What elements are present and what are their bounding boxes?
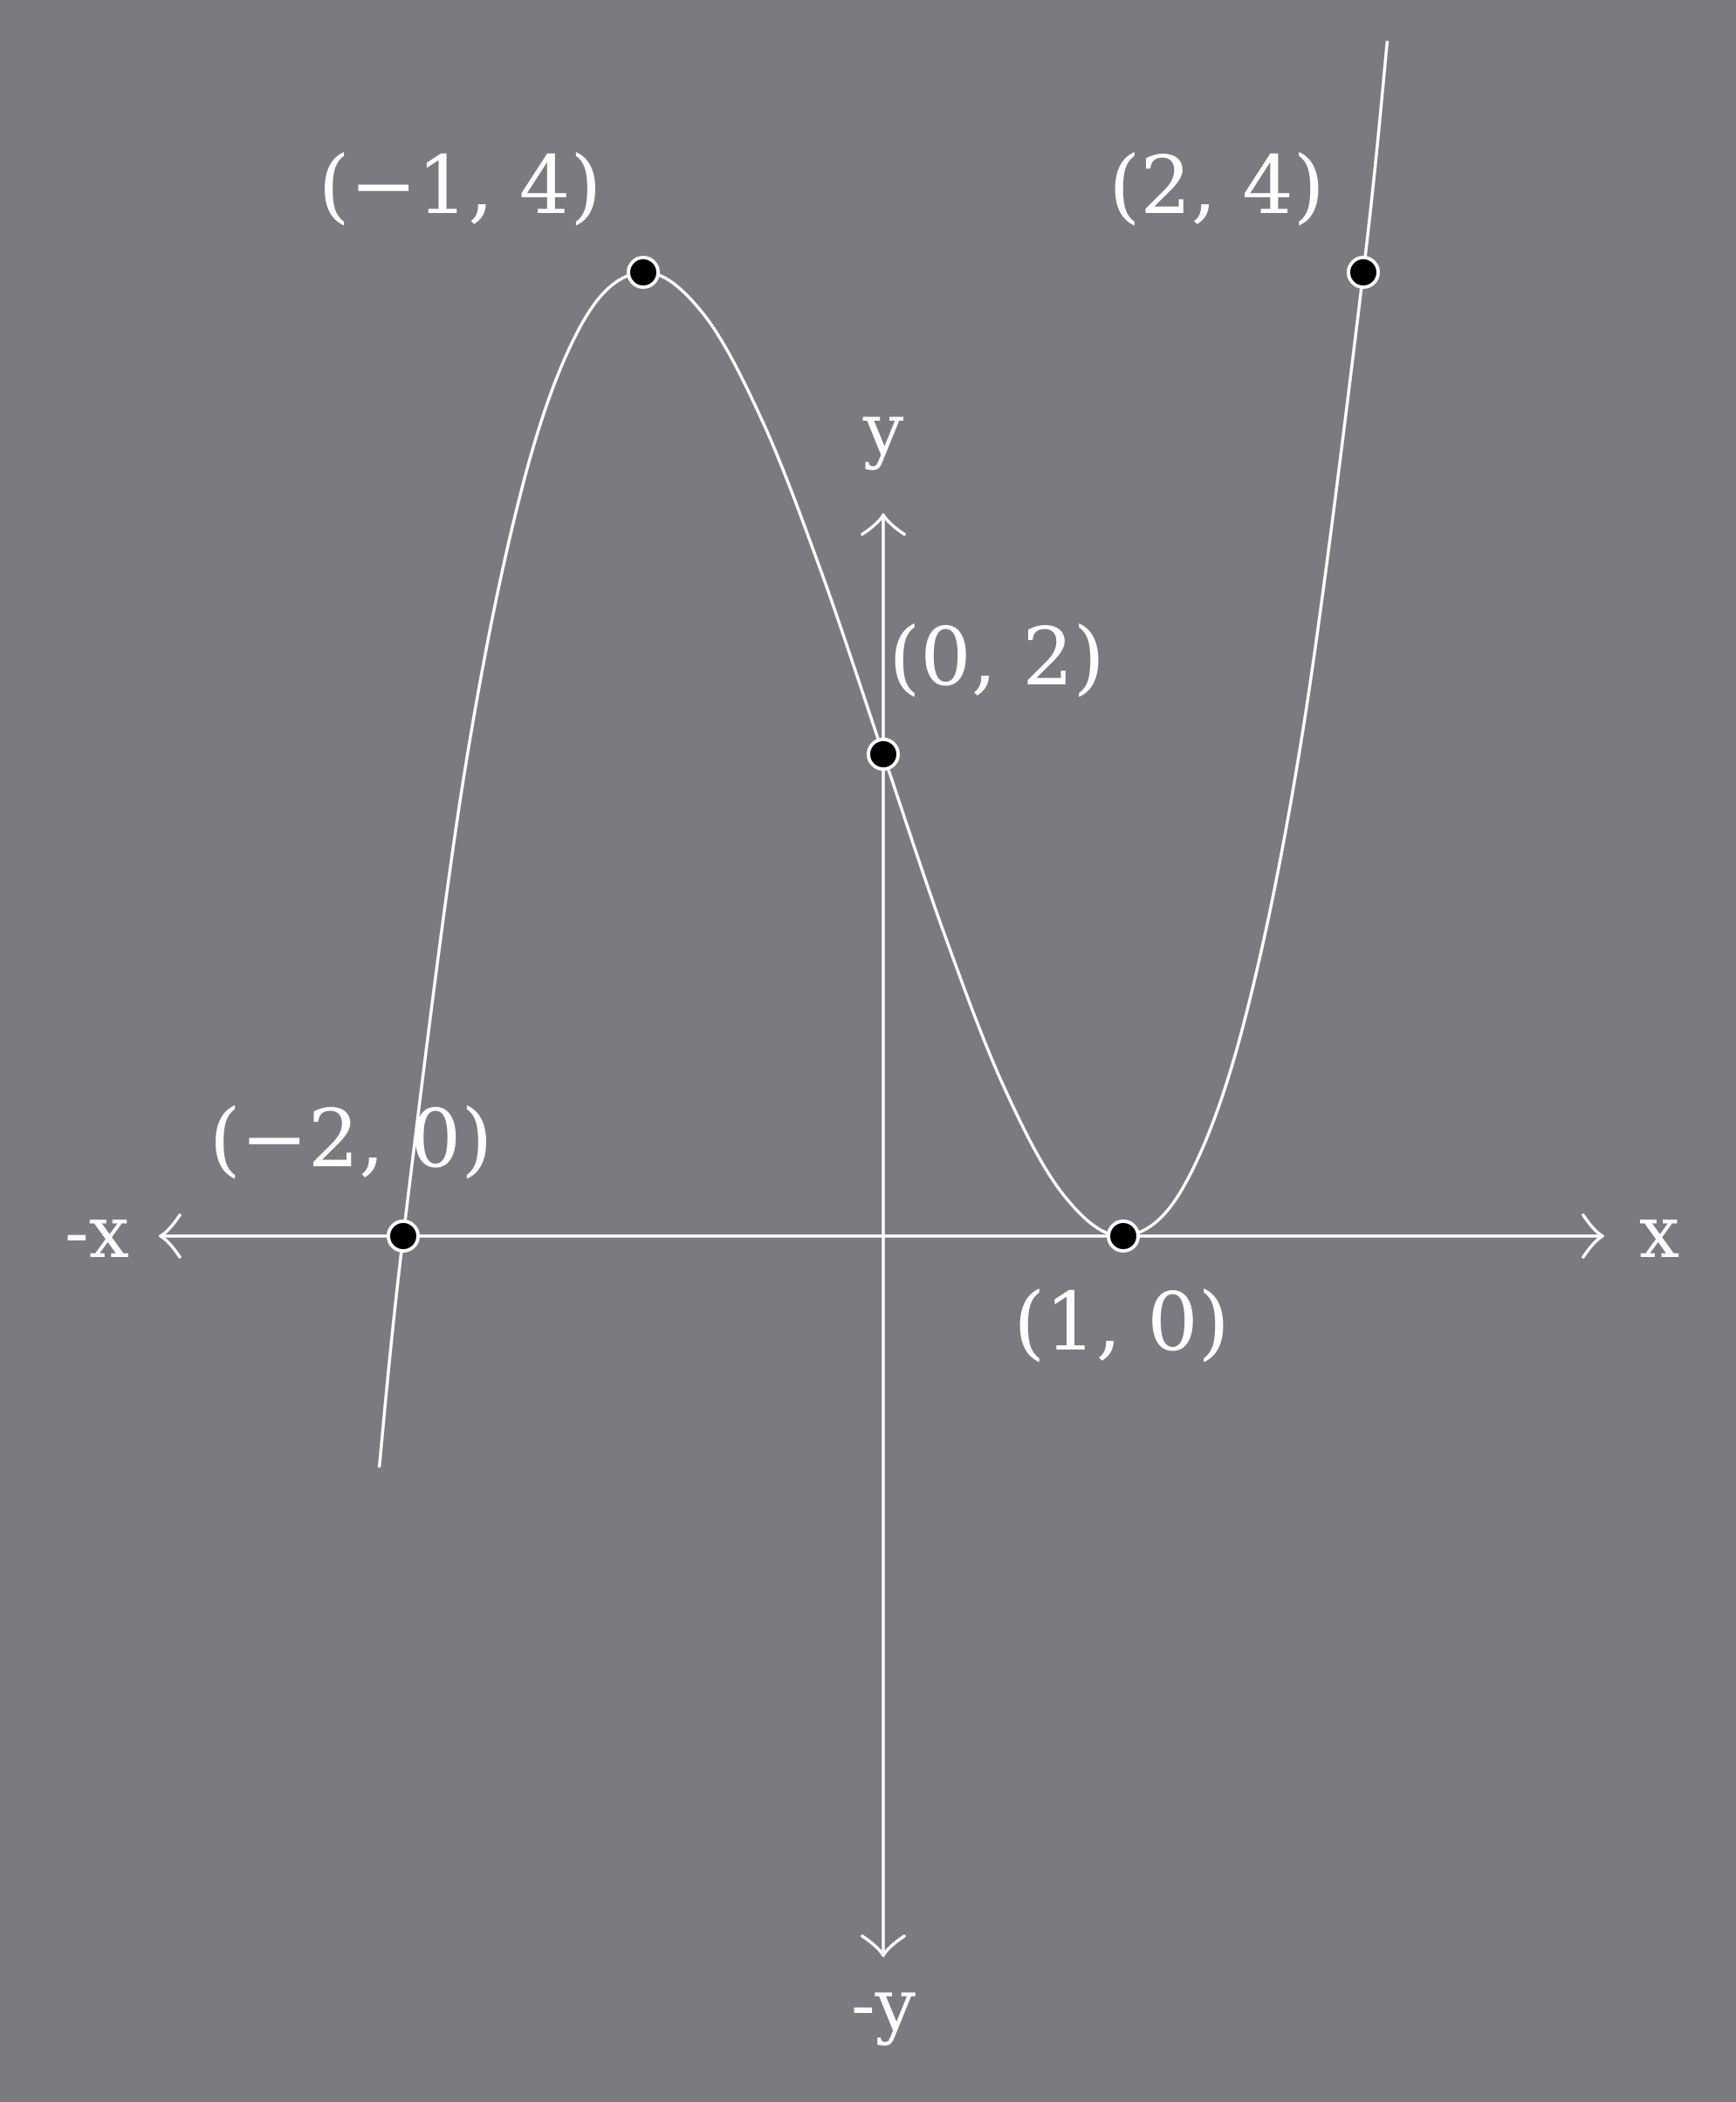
neg-x-axis-label: -x [65,1192,129,1274]
y-axis-label: y [862,388,904,471]
y-axis-arrow-positive [861,513,906,536]
point-marker-3 [1107,1219,1140,1253]
point-marker-0 [387,1219,420,1253]
x-axis-arrow-negative [159,1213,182,1259]
x-axis-label: x [1639,1192,1679,1274]
point-marker-1 [627,256,660,289]
point-label-0: (−2, 0) [209,1092,492,1185]
x-axis-arrow-positive [1582,1213,1604,1259]
point-label-3: (1, 0) [1013,1275,1229,1369]
point-label-4: (2, 4) [1108,139,1324,232]
y-axis-arrow-negative [861,1934,906,1957]
point-marker-2 [867,738,900,771]
point-marker-4 [1347,256,1380,289]
point-label-2: (0, 2) [889,610,1104,704]
point-label-1: (−1, 4) [319,139,601,232]
points-layer: (−2, 0) (−1, 4) (0, 2) (1, 0) (2, 4) [209,139,1380,1369]
neg-y-axis-label: -y [851,1964,916,2047]
